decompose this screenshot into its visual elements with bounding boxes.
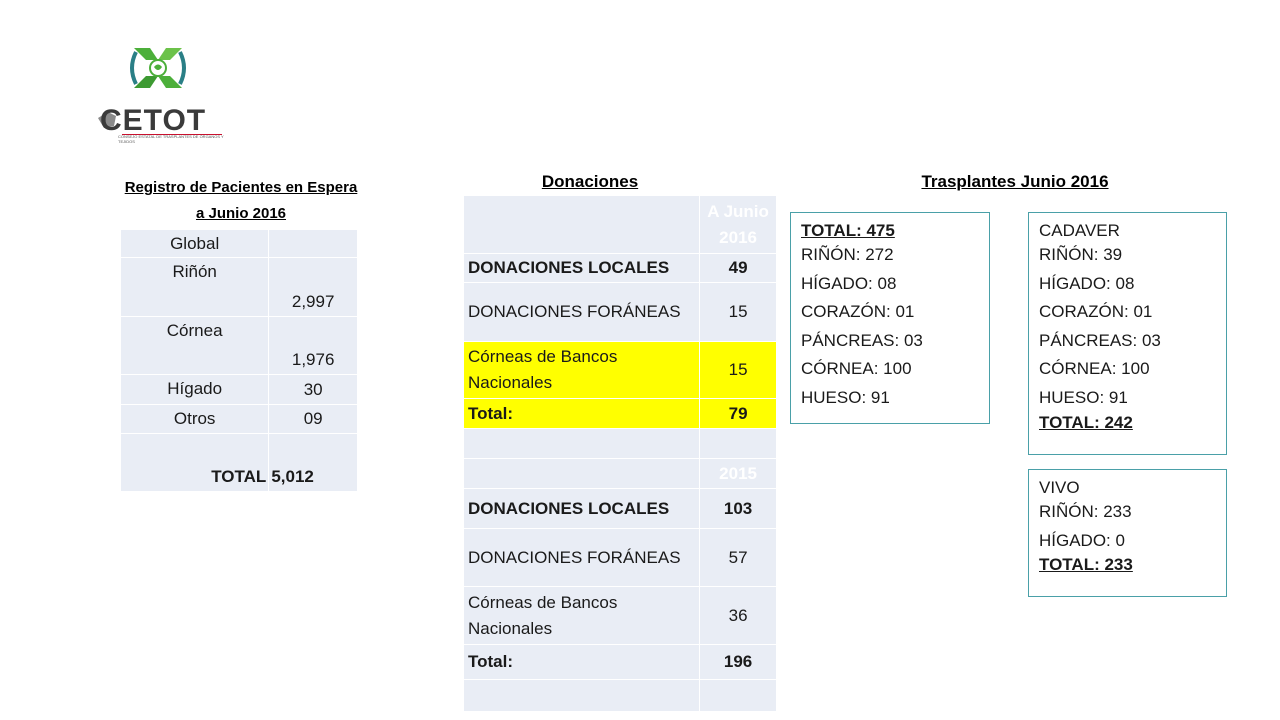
trasplantes-title: Trasplantes Junio 2016 [921, 172, 1109, 191]
table-row-empty [462, 679, 777, 712]
box-total-line: TOTAL: 242 [1039, 412, 1133, 432]
registro-title-line1: Registro de Pacientes en Espera [124, 179, 358, 196]
box-line: PÁNCREAS: 03 [801, 330, 923, 350]
donacion-value: 15 [699, 341, 777, 399]
registro-value: 30 [268, 374, 358, 405]
cetot-emblem-icon [98, 48, 222, 135]
box-line: RIÑÓN: 233 [1039, 502, 1132, 521]
table-row: Riñón 2,997 [119, 257, 358, 317]
table-row: Córneas de Bancos Nacionales 15 [462, 341, 777, 399]
box-line: HÍGADO: 08 [1039, 273, 1135, 293]
table-row: Otros 09 [119, 404, 358, 434]
table-row-empty [462, 428, 777, 459]
registro-value: 09 [268, 404, 358, 434]
box-line: PÁNCREAS: 03 [1039, 330, 1161, 350]
table-row: Córnea 1,976 [119, 316, 358, 375]
donacion-total-value: 196 [699, 644, 777, 680]
registro-title: Registro de Pacientes en Espera a Junio … [96, 175, 386, 227]
table-row-total: Total: 79 [462, 398, 777, 429]
box-line: CORAZÓN: 01 [1039, 302, 1153, 322]
donacion-label: DONACIONES FORÁNEAS [462, 282, 701, 342]
registro-label: Riñón [119, 257, 270, 317]
donacion-value: 103 [699, 488, 777, 529]
logo-subtitle: CONSEJO ESTATAL DE TRASPLANTES DE ÓRGANO… [118, 134, 224, 144]
table-row: DONACIONES FORÁNEAS 57 [462, 528, 777, 587]
trasplantes-cadaver-box: CADAVER RIÑÓN: 39 HÍGADO: 08 CORAZÓN: 01… [1028, 212, 1227, 455]
table-row-header: 2015 [462, 458, 777, 489]
trasplantes-total-box: TOTAL: 475 RIÑÓN: 272 HÍGADO: 08 CORAZÓN… [790, 212, 990, 424]
donacion-label: Córneas de Bancos Nacionales [462, 341, 701, 399]
table-row: DONACIONES LOCALES 49 [462, 253, 777, 283]
header-2016: A Junio 2016 [699, 195, 777, 254]
box-line: CÓRNEA: 100 [801, 359, 912, 379]
registro-value [268, 229, 358, 258]
trasplantes-vivo-box: VIVO RIÑÓN: 233 HÍGADO: 0 TOTAL: 233 [1028, 469, 1227, 597]
header-2015: 2015 [699, 458, 777, 489]
logo-brand-text: CETOT [100, 104, 207, 137]
box-line: HUESO: 91 [801, 387, 890, 407]
box-total-line: TOTAL: 475 [801, 221, 895, 240]
donacion-label: Córneas de Bancos Nacionales [462, 586, 701, 645]
box-line: CÓRNEA: 100 [1039, 359, 1150, 379]
box-line: HUESO: 91 [1039, 387, 1128, 407]
donacion-label: DONACIONES LOCALES [462, 253, 701, 283]
table-row-total: TOTAL 5,012 [119, 433, 358, 492]
donacion-value: 49 [699, 253, 777, 283]
donacion-value: 36 [699, 586, 777, 645]
table-row: Global [119, 229, 358, 258]
table-row: Hígado 30 [119, 374, 358, 405]
donacion-label: DONACIONES FORÁNEAS [462, 528, 701, 587]
header-blank [462, 195, 701, 254]
registro-label: Córnea [119, 316, 270, 375]
table-row-header: A Junio 2016 [462, 195, 777, 254]
box-line: RIÑÓN: 272 [801, 245, 894, 264]
registro-label: Global [119, 229, 270, 258]
registro-value: 2,997 [268, 257, 358, 317]
donacion-value: 15 [699, 282, 777, 342]
donaciones-table: A Junio 2016 DONACIONES LOCALES 49 DONAC… [462, 195, 777, 712]
box-line: HÍGADO: 08 [801, 273, 897, 293]
table-row: Córneas de Bancos Nacionales 36 [462, 586, 777, 645]
donacion-total-label: Total: [462, 644, 701, 680]
registro-label: Otros [119, 404, 270, 434]
donacion-value: 57 [699, 528, 777, 587]
registro-table: Global Riñón 2,997 Córnea 1,976 Hígado 3… [119, 229, 358, 492]
table-row: DONACIONES LOCALES 103 [462, 488, 777, 529]
table-row-total: Total: 196 [462, 644, 777, 680]
box-total-line: TOTAL: 233 [1039, 555, 1133, 575]
registro-value: 1,976 [268, 316, 358, 375]
box-line: RIÑÓN: 39 [1039, 245, 1123, 264]
registro-total-value: 5,012 [268, 433, 358, 492]
registro-total-label: TOTAL [119, 433, 270, 492]
donacion-total-value: 79 [699, 398, 777, 429]
box-line: HÍGADO: 0 [1039, 530, 1125, 550]
box-heading: CADAVER [1039, 221, 1120, 240]
donacion-total-label: Total: [462, 398, 701, 429]
registro-title-line2: a Junio 2016 [195, 205, 287, 222]
table-row: DONACIONES FORÁNEAS 15 [462, 282, 777, 342]
donaciones-title: Donaciones [541, 172, 639, 191]
donacion-label: DONACIONES LOCALES [462, 488, 701, 529]
box-heading: VIVO [1039, 478, 1080, 497]
registro-label: Hígado [119, 374, 270, 405]
cetot-logo: CETOT CONSEJO ESTATAL DE TRASPLANTES DE … [78, 32, 240, 162]
box-line: CORAZÓN: 01 [801, 302, 915, 322]
